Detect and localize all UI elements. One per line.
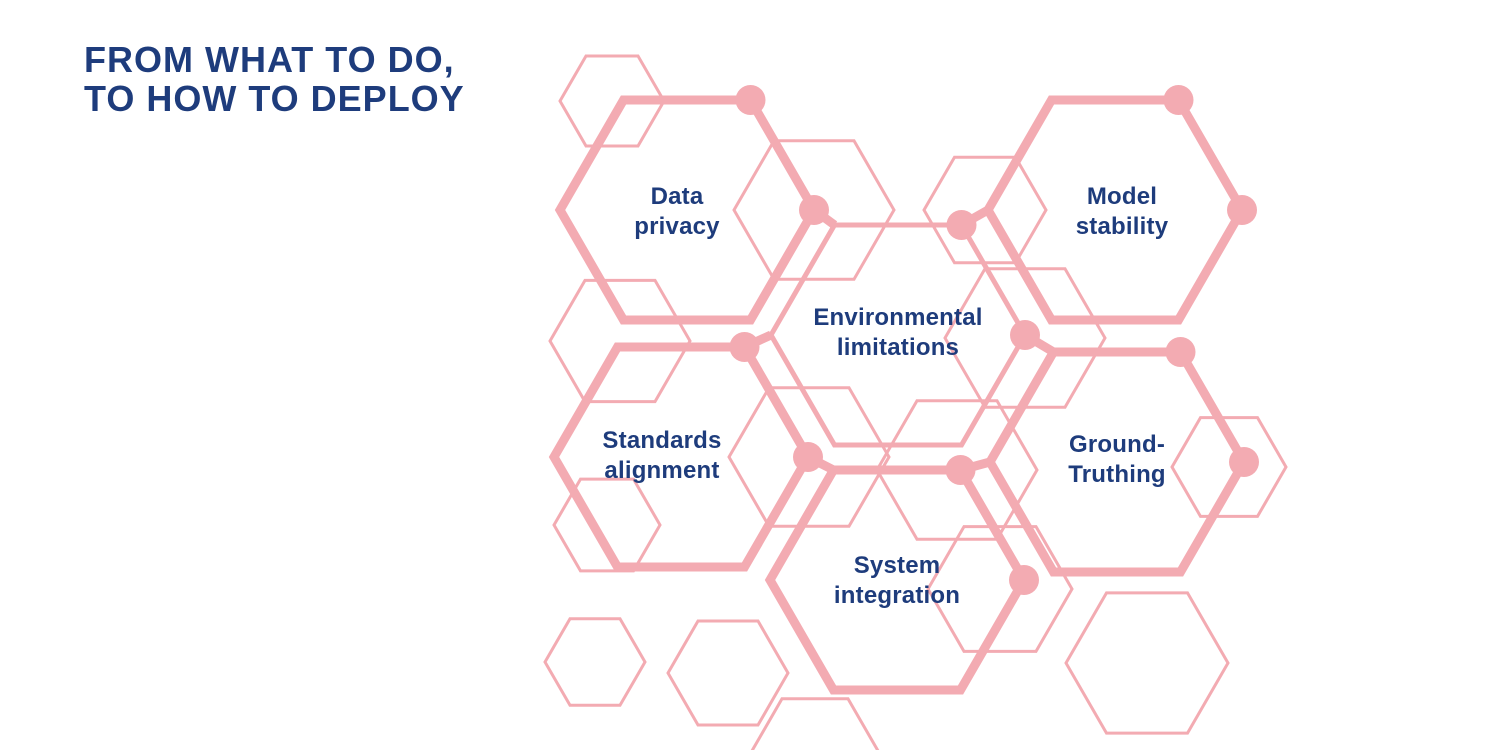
decorative-hexagon	[548, 278, 692, 404]
node-dot	[799, 195, 829, 225]
title-line-1: FROM WHAT TO DO,	[84, 39, 455, 80]
decorative-hexagon	[750, 697, 880, 750]
decorative-hexagons	[543, 54, 1288, 750]
title-line-2: TO HOW TO DEPLOY	[84, 78, 465, 119]
decorative-hexagon	[666, 619, 790, 727]
node-dot	[1229, 447, 1259, 477]
node-dots	[729, 85, 1259, 595]
decorative-hexagon	[926, 525, 1074, 653]
node-dot	[735, 85, 766, 115]
hexagon-label-model-stability: Model stability	[1075, 183, 1169, 240]
hexagon-label-ground-truthing: Ground- Truthing	[1068, 431, 1166, 488]
node-dot	[945, 455, 976, 485]
decorative-hexagon	[875, 399, 1039, 541]
hexagon-label-system-integration: System integration	[833, 552, 961, 609]
page-title: FROM WHAT TO DO, TO HOW TO DEPLOY	[84, 40, 465, 118]
node-dot	[729, 332, 760, 362]
decorative-hexagon	[922, 155, 1048, 265]
decorative-hexagon	[1064, 591, 1230, 735]
node-dot	[946, 210, 977, 240]
decorative-hexagon	[543, 617, 647, 707]
node-dot	[1165, 337, 1196, 367]
hexagon-label-environmental-limitations: Environmental limitations	[813, 304, 983, 361]
node-dot	[1227, 195, 1257, 225]
decorative-hexagon	[552, 477, 662, 573]
decorative-hexagon	[1170, 416, 1288, 518]
hexagon-label-standards-alignment: Standards alignment	[602, 427, 722, 484]
node-dot	[1009, 565, 1039, 595]
node-dot	[793, 442, 823, 472]
node-dot	[1010, 320, 1040, 350]
hexagon-label-data-privacy: Data privacy	[634, 183, 720, 240]
node-dot	[1163, 85, 1194, 115]
